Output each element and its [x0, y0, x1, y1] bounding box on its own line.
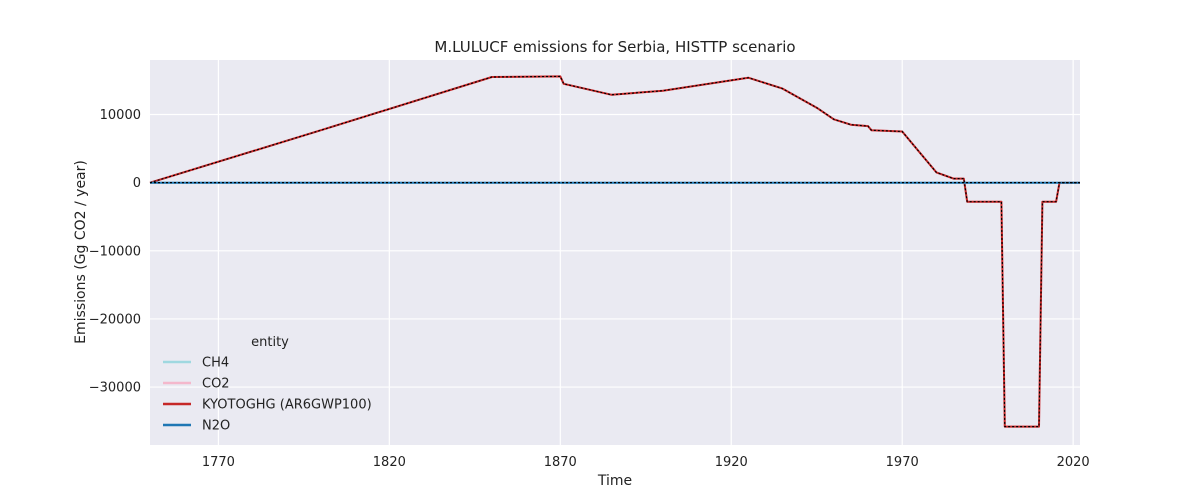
x-tick-label: 1970 — [886, 455, 919, 470]
overlay-dotted-line — [149, 75, 1080, 428]
plot-area — [150, 60, 1080, 445]
y-tick-label: 10000 — [100, 108, 141, 123]
legend-label: N2O — [202, 419, 230, 434]
y-axis-label: Emissions (Gg CO2 / year) — [73, 160, 89, 344]
legend-title: entity — [251, 335, 289, 350]
x-tick-label: 2020 — [1057, 455, 1090, 470]
y-tick-label: −10000 — [89, 244, 141, 259]
y-tick-label: −20000 — [89, 312, 141, 327]
x-axis-label: Time — [597, 473, 632, 489]
x-tick-label: 1770 — [202, 455, 235, 470]
y-tick-label: −30000 — [89, 381, 141, 396]
legend-label: KYOTOGHG (AR6GWP100) — [202, 398, 372, 413]
x-axis-ticks: 1770 1820 1870 1920 1970 2020 — [202, 455, 1090, 470]
x-tick-label: 1820 — [373, 455, 406, 470]
legend-label: CH4 — [202, 356, 229, 371]
x-tick-label: 1870 — [544, 455, 577, 470]
legend-label: CO2 — [202, 377, 230, 392]
y-axis-ticks: −30000 −20000 −10000 0 10000 — [89, 108, 141, 396]
y-tick-label: 0 — [133, 176, 141, 191]
chart-title: M.LULUCF emissions for Serbia, HISTTP sc… — [434, 38, 795, 56]
series-layer — [149, 75, 1080, 428]
x-tick-label: 1920 — [715, 455, 748, 470]
legend: entity CH4 CO2 KYOTOGHG (AR6GWP100) N2O — [163, 335, 372, 434]
